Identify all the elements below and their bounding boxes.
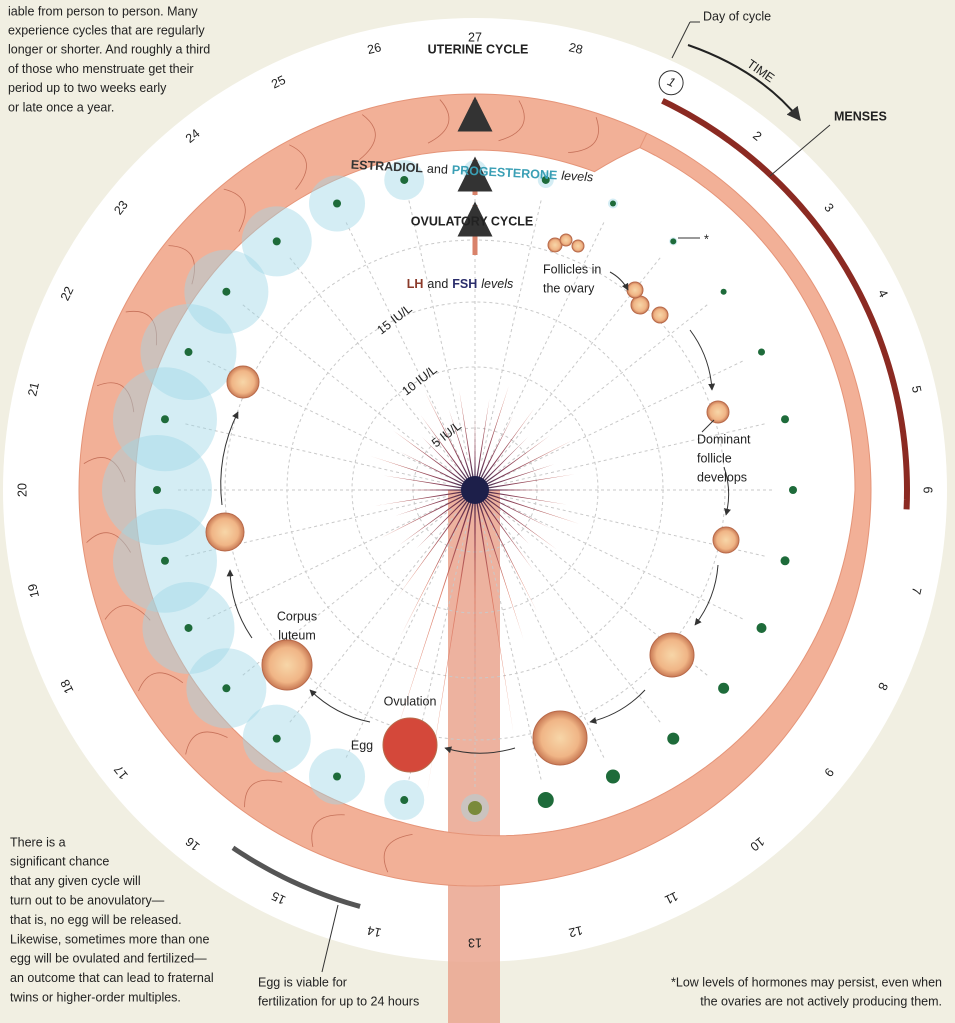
follicle: [652, 307, 668, 323]
fsh: FSH: [452, 277, 477, 291]
day-number: 6: [921, 487, 935, 494]
estradiol-dot: [400, 796, 408, 804]
lh: LH: [407, 277, 424, 291]
menses-label: MENSES: [834, 109, 887, 123]
egg-viable-text: fertilization for up to 24 hours: [258, 994, 419, 1008]
intro-text: period up to two weeks early: [8, 81, 167, 95]
uterine-label: UTERINE CYCLE: [428, 42, 529, 56]
stage-label: Corpus: [277, 609, 317, 623]
estradiol-dot: [670, 238, 676, 244]
follicle: [227, 366, 259, 398]
infographic: 1234567891011121314151617181920212223242…: [0, 0, 955, 1023]
estradiol-dot: [789, 486, 797, 494]
estradiol-dot: [161, 415, 169, 423]
stage-label: develops: [697, 470, 747, 484]
estradiol-dot: [781, 415, 789, 423]
lh-label: LHand FSH levels: [407, 277, 514, 291]
estradiol-dot: [161, 557, 169, 565]
day-pointer: [672, 22, 690, 58]
estradiol-dot: [718, 683, 729, 694]
estradiol-dot: [757, 623, 767, 633]
estradiol-dot: [222, 288, 230, 296]
time-label: TIME: [744, 57, 776, 86]
anovulatory-text: that any given cycle will: [10, 874, 141, 888]
estradiol-dot: [781, 556, 790, 565]
estradiol-dot: [184, 348, 192, 356]
follicle: [631, 296, 649, 314]
day-label: Day of cycle: [703, 9, 771, 23]
levels: levels: [481, 277, 513, 291]
estradiol-dot: [333, 773, 341, 781]
anovulatory-text: turn out to be anovulatory—: [10, 893, 165, 907]
estradiol-dot: [273, 237, 281, 245]
footnote-text: *Low levels of hormones may persist, eve…: [671, 975, 942, 989]
footnote-text: the ovaries are not actively producing t…: [700, 994, 942, 1008]
estradiol-dot: [606, 770, 620, 784]
follicle: [560, 234, 572, 246]
day-number: 20: [15, 483, 29, 497]
intro-text: iable from person to person. Many: [8, 4, 198, 18]
anovulatory-text: an outcome that can lead to fraternal: [10, 971, 214, 985]
estradiol-dot: [333, 199, 341, 207]
stage-label: Follicles in: [543, 262, 601, 276]
follicle: [206, 513, 244, 551]
and: and: [427, 162, 449, 177]
estradiol-dot: [468, 801, 482, 815]
anovulatory-text: that is, no egg will be released.: [10, 913, 182, 927]
intro-text: or late once a year.: [8, 100, 114, 114]
estradiol-dot: [667, 733, 679, 745]
intro-text: of those who menstruate get their: [8, 62, 194, 76]
stage-label: Dominant: [697, 432, 751, 446]
estradiol-dot: [721, 289, 727, 295]
ovulatory-label: OVULATORY CYCLE: [411, 214, 533, 228]
estradiol-dot: [184, 624, 192, 632]
follicle: [262, 640, 312, 690]
spike-core: [461, 476, 489, 504]
stage-label: the ovary: [543, 281, 595, 295]
stage-label: Ovulation: [384, 694, 437, 708]
intro-text: longer or shorter. And roughly a third: [8, 43, 210, 57]
egg-viable-text: Egg is viable for: [258, 975, 347, 989]
stage-label: luteum: [278, 628, 316, 642]
estradiol-dot: [758, 349, 765, 356]
estradiol-dot: [538, 792, 554, 808]
follicle: [707, 401, 729, 423]
levels: levels: [561, 169, 594, 185]
anovulatory-text: egg will be ovulated and fertilized—: [10, 952, 207, 966]
follicle: [713, 527, 739, 553]
estradiol-dot: [610, 200, 616, 206]
estradiol-dot: [222, 684, 230, 692]
follicle: [533, 711, 587, 765]
follicle: [572, 240, 584, 252]
anovulatory-text: twins or higher-order multiples.: [10, 990, 181, 1004]
anovulatory-text: There is a: [10, 835, 66, 849]
anovulatory-text: significant chance: [10, 855, 109, 869]
estradiol-dot: [273, 735, 281, 743]
estradiol-dot: [153, 486, 161, 494]
stage-label: follicle: [697, 451, 732, 465]
day-number: 13: [468, 936, 482, 950]
asterisk: *: [704, 232, 709, 246]
follicle: [650, 633, 694, 677]
and: and: [427, 277, 448, 291]
follicle: [627, 282, 643, 298]
anovulatory-text: Likewise, sometimes more than one: [10, 932, 209, 946]
follicle: [383, 718, 437, 772]
intro-text: experience cycles that are regularly: [8, 23, 205, 37]
estradiol-dot: [400, 176, 408, 184]
stage-label: Egg: [351, 738, 373, 752]
